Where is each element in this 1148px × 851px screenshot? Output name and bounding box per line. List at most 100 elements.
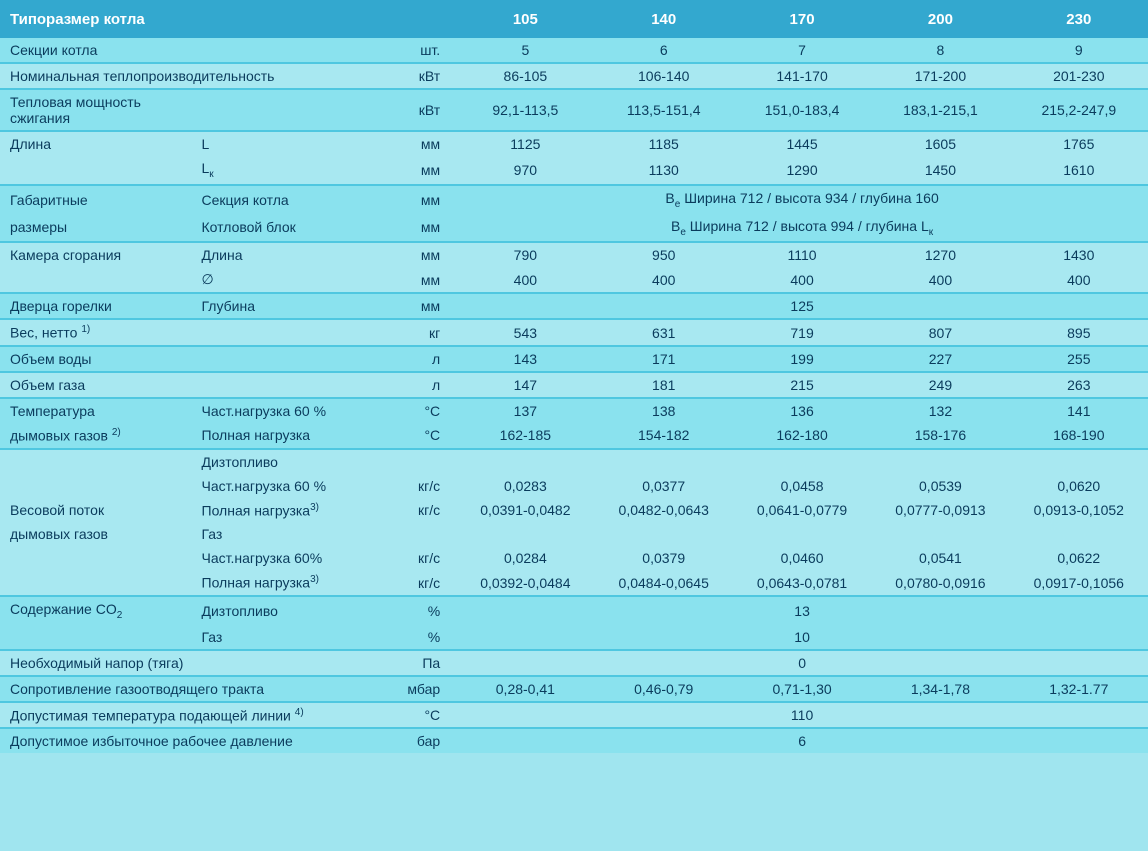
row-unit: мм (386, 156, 456, 184)
row-unit: л (386, 347, 456, 371)
table-row: Камера сгоранияДлинамм790950111012701430 (0, 243, 1148, 267)
row-label: Температура (0, 399, 196, 423)
row-value-2: 141-170 (733, 64, 871, 88)
table-row: Полная нагрузка3)кг/с0,0392-0,04840,0484… (0, 570, 1148, 595)
row-sublabel: Газ (196, 522, 386, 546)
row-label (0, 570, 196, 595)
row-sublabel (196, 651, 386, 675)
row-value-2: 0,0458 (733, 474, 871, 498)
row-value-0: 143 (456, 347, 594, 371)
row-merged-value: 10 (456, 625, 1148, 649)
row-value-0: 0,0283 (456, 474, 594, 498)
row-value-4: 895 (1010, 320, 1148, 345)
row-sublabel: Дизтопливо (196, 450, 386, 474)
row-label: Вес, нетто 1) (0, 320, 196, 345)
row-value-1: 106-140 (595, 64, 733, 88)
row-value-4: 201-230 (1010, 64, 1148, 88)
row-label (0, 546, 196, 570)
table-row: ДлинаLмм11251185144516051765 (0, 132, 1148, 156)
table-row: Вес, нетто 1)кг543631719807895 (0, 320, 1148, 345)
header-size-1: 140 (595, 0, 733, 38)
row-sublabel: Lк (196, 156, 386, 184)
row-value-4: 0,0622 (1010, 546, 1148, 570)
table-row: Весовой потокПолная нагрузка3)кг/с0,0391… (0, 498, 1148, 523)
row-label: Секции котла (0, 38, 196, 62)
row-value-4: 263 (1010, 373, 1148, 397)
row-unit (386, 522, 456, 546)
table-row: дымовых газов 2)Полная нагрузка°C162-185… (0, 423, 1148, 448)
row-value-0: 5 (456, 38, 594, 62)
header-size-2: 170 (733, 0, 871, 38)
header-row: Типоразмер котла105140170200230 (0, 0, 1148, 38)
row-value-1 (595, 522, 733, 546)
row-label (0, 156, 196, 184)
row-sublabel: Полная нагрузка3) (196, 570, 386, 595)
row-value-0: 400 (456, 267, 594, 292)
row-value-0: 86-105 (456, 64, 594, 88)
row-sublabel (196, 347, 386, 371)
row-value-4: 1610 (1010, 156, 1148, 184)
row-value-0: 0,0284 (456, 546, 594, 570)
row-value-2: 1290 (733, 156, 871, 184)
row-value-2 (733, 522, 871, 546)
row-value-0: 137 (456, 399, 594, 423)
row-unit: шт. (386, 38, 456, 62)
row-value-3: 132 (871, 399, 1009, 423)
row-label: Камера сгорания (0, 243, 196, 267)
row-value-1: 1130 (595, 156, 733, 184)
row-value-2: 1445 (733, 132, 871, 156)
row-unit: % (386, 625, 456, 649)
row-value-2: 1110 (733, 243, 871, 267)
row-value-2: 0,0641-0,0779 (733, 498, 871, 523)
row-value-1: 400 (595, 267, 733, 292)
row-value-4: 0,0620 (1010, 474, 1148, 498)
row-value-0 (456, 522, 594, 546)
row-label: Сопротивление газоотводящего тракта (0, 677, 386, 701)
row-unit (386, 450, 456, 474)
row-value-2: 215 (733, 373, 871, 397)
row-merged-value: Ве Ширина 712 / высота 994 / глубина Lк (456, 214, 1148, 242)
row-value-3: 400 (871, 267, 1009, 292)
spec-table: Типоразмер котла105140170200230Секции ко… (0, 0, 1148, 753)
row-unit: мм (386, 214, 456, 242)
row-value-1: 181 (595, 373, 733, 397)
row-value-3: 183,1-215,1 (871, 90, 1009, 130)
row-merged-value: 13 (456, 597, 1148, 625)
row-sublabel: Секция котла (196, 186, 386, 214)
row-value-0: 0,0392-0,0484 (456, 570, 594, 595)
row-unit: мбар (386, 677, 456, 701)
header-size-4: 230 (1010, 0, 1148, 38)
row-value-3: 249 (871, 373, 1009, 397)
row-value-1: 0,0379 (595, 546, 733, 570)
table-row: Содержание CO2Дизтопливо%13 (0, 597, 1148, 625)
row-label: дымовых газов 2) (0, 423, 196, 448)
row-unit: мм (386, 243, 456, 267)
row-value-4: 215,2-247,9 (1010, 90, 1148, 130)
row-label: Объем газа (0, 373, 196, 397)
row-value-0: 0,28-0,41 (456, 677, 594, 701)
row-label (0, 625, 196, 649)
row-sublabel (196, 320, 386, 345)
row-label (0, 267, 196, 292)
row-sublabel: Котловой блок (196, 214, 386, 242)
row-value-1: 0,46-0,79 (595, 677, 733, 701)
row-value-0: 970 (456, 156, 594, 184)
row-value-0: 790 (456, 243, 594, 267)
table-row: Объем газал147181215249263 (0, 373, 1148, 397)
row-sublabel (196, 373, 386, 397)
row-value-2: 151,0-183,4 (733, 90, 871, 130)
row-value-2: 136 (733, 399, 871, 423)
row-sublabel: ∅ (196, 267, 386, 292)
row-unit: кг/с (386, 570, 456, 595)
row-value-0: 1125 (456, 132, 594, 156)
row-value-1: 0,0482-0,0643 (595, 498, 733, 523)
row-value-3: 0,0541 (871, 546, 1009, 570)
row-unit: °C (386, 703, 456, 728)
table-row: Дверца горелкиГлубинамм125 (0, 294, 1148, 318)
row-unit: °C (386, 399, 456, 423)
row-value-1: 171 (595, 347, 733, 371)
row-value-4: 168-190 (1010, 423, 1148, 448)
table-row: ГабаритныеСекция котламмВе Ширина 712 / … (0, 186, 1148, 214)
row-value-4: 1,32-1.77 (1010, 677, 1148, 701)
table-row: Допустимая температура подающей линии 4)… (0, 703, 1148, 728)
